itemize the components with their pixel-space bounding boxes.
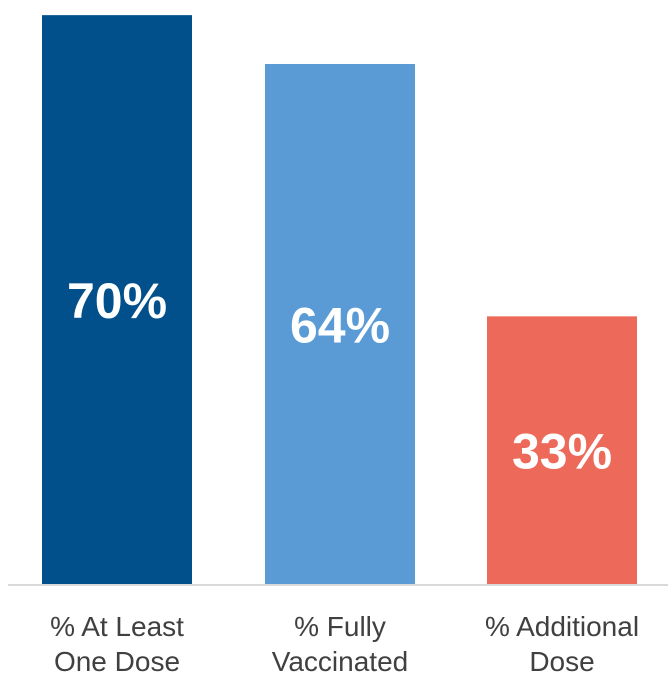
category-label-1-line-1: % At Least (50, 611, 184, 642)
category-label-3-line-2: Dose (529, 646, 594, 675)
category-label-3-line-1: % Additional (485, 611, 639, 642)
data-label-3: 33% (512, 424, 612, 480)
category-label-2-line-1: % Fully (294, 611, 386, 642)
category-label-2-line-2: Vaccinated (272, 646, 408, 675)
data-label-1: 70% (67, 273, 167, 329)
labels-layer: % At Least One Dose % Fully Vaccinated % Add… (50, 611, 639, 675)
data-label-2: 64% (290, 297, 390, 353)
category-label-1-line-2: One Dose (54, 646, 180, 675)
bars-layer: 70% 64% 33% (42, 15, 637, 585)
